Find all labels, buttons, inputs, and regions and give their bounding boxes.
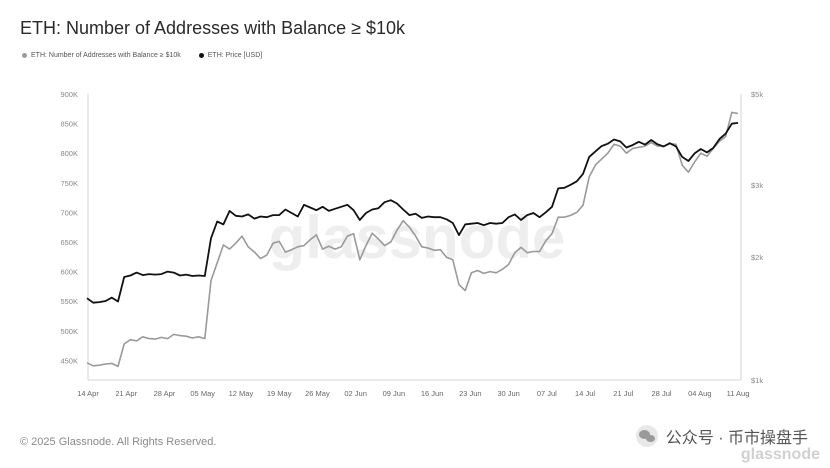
x-tick-label: 28 Jul [652,389,672,398]
wechat-account-label: 公众号 · 币市操盘手 [665,430,808,447]
x-tick-label: 05 May [190,389,215,398]
x-tick-label: 21 Apr [115,389,137,398]
y-right-tick-label: $2k [751,253,763,262]
x-tick-label: 16 Jun [421,389,444,398]
x-tick-label: 09 Jun [383,389,406,398]
legend-label-price: ETH: Price [USD] [207,52,263,59]
x-tick-label: 30 Jun [497,389,520,398]
legend-label-addresses: ETH: Number of Addresses with Balance ≥ … [31,52,181,59]
legend-swatch-addresses [22,53,27,58]
legend-swatch-price [198,53,204,58]
x-tick-label: 11 Aug [727,389,750,398]
y-left-tick-label: 500K [60,327,78,336]
y-right-tick-label: $5k [751,90,763,99]
wechat-account-badge: 公众号 · 币市操盘手 [635,424,808,448]
wechat-icon [635,425,658,447]
y-left-tick-label: 550K [60,297,78,306]
copyright-footer: © 2025 Glassnode. All Rights Reserved. [20,436,217,448]
y-left-tick-label: 700K [60,208,78,217]
chart-series [86,111,739,368]
y-left-tick-label: 600K [60,268,78,277]
x-tick-label: 14 Jul [575,389,595,398]
y-left-tick-label: 650K [60,238,78,247]
y-left-tick-label: 800K [60,149,78,158]
x-tick-label: 19 May [267,389,292,398]
series-line-price [86,122,739,304]
x-tick-label: 04 Aug [688,389,711,398]
x-tick-label: 28 Apr [154,389,176,398]
x-tick-label: 07 Jul [537,389,557,398]
y-right-tick-label: $1k [751,376,763,385]
y-left-tick-label: 450K [60,356,78,365]
y-left-tick-label: 900K [60,90,78,99]
x-tick-label: 12 May [229,389,254,398]
y-left-tick-label: 750K [60,179,78,188]
x-tick-label: 26 May [305,389,330,398]
x-tick-label: 21 Jul [613,389,633,398]
x-tick-label: 23 Jun [459,389,482,398]
chart-title: ETH: Number of Addresses with Balance ≥ … [20,18,406,38]
chart-legend: ETH: Number of Addresses with Balance ≥ … [22,52,262,59]
x-tick-label: 02 Jun [344,389,367,398]
chart-axes: 450K 500K 550K 600K 650K 700K 750K 800K 850K 900K… [60,90,763,398]
corner-watermark: glassnode [740,446,820,463]
legend-item-addresses[interactable]: ETH: Number of Addresses with Balance ≥ … [22,52,181,59]
series-line-addresses [86,111,739,368]
y-left-tick-label: 850K [60,120,78,129]
y-right-tick-label: $3k [751,181,763,190]
legend-item-price[interactable]: ETH: Price [USD] [198,52,263,59]
x-tick-label: 14 Apr [77,389,99,398]
